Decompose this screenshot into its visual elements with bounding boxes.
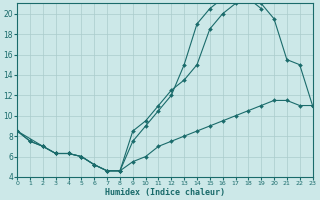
X-axis label: Humidex (Indice chaleur): Humidex (Indice chaleur) xyxy=(105,188,225,197)
